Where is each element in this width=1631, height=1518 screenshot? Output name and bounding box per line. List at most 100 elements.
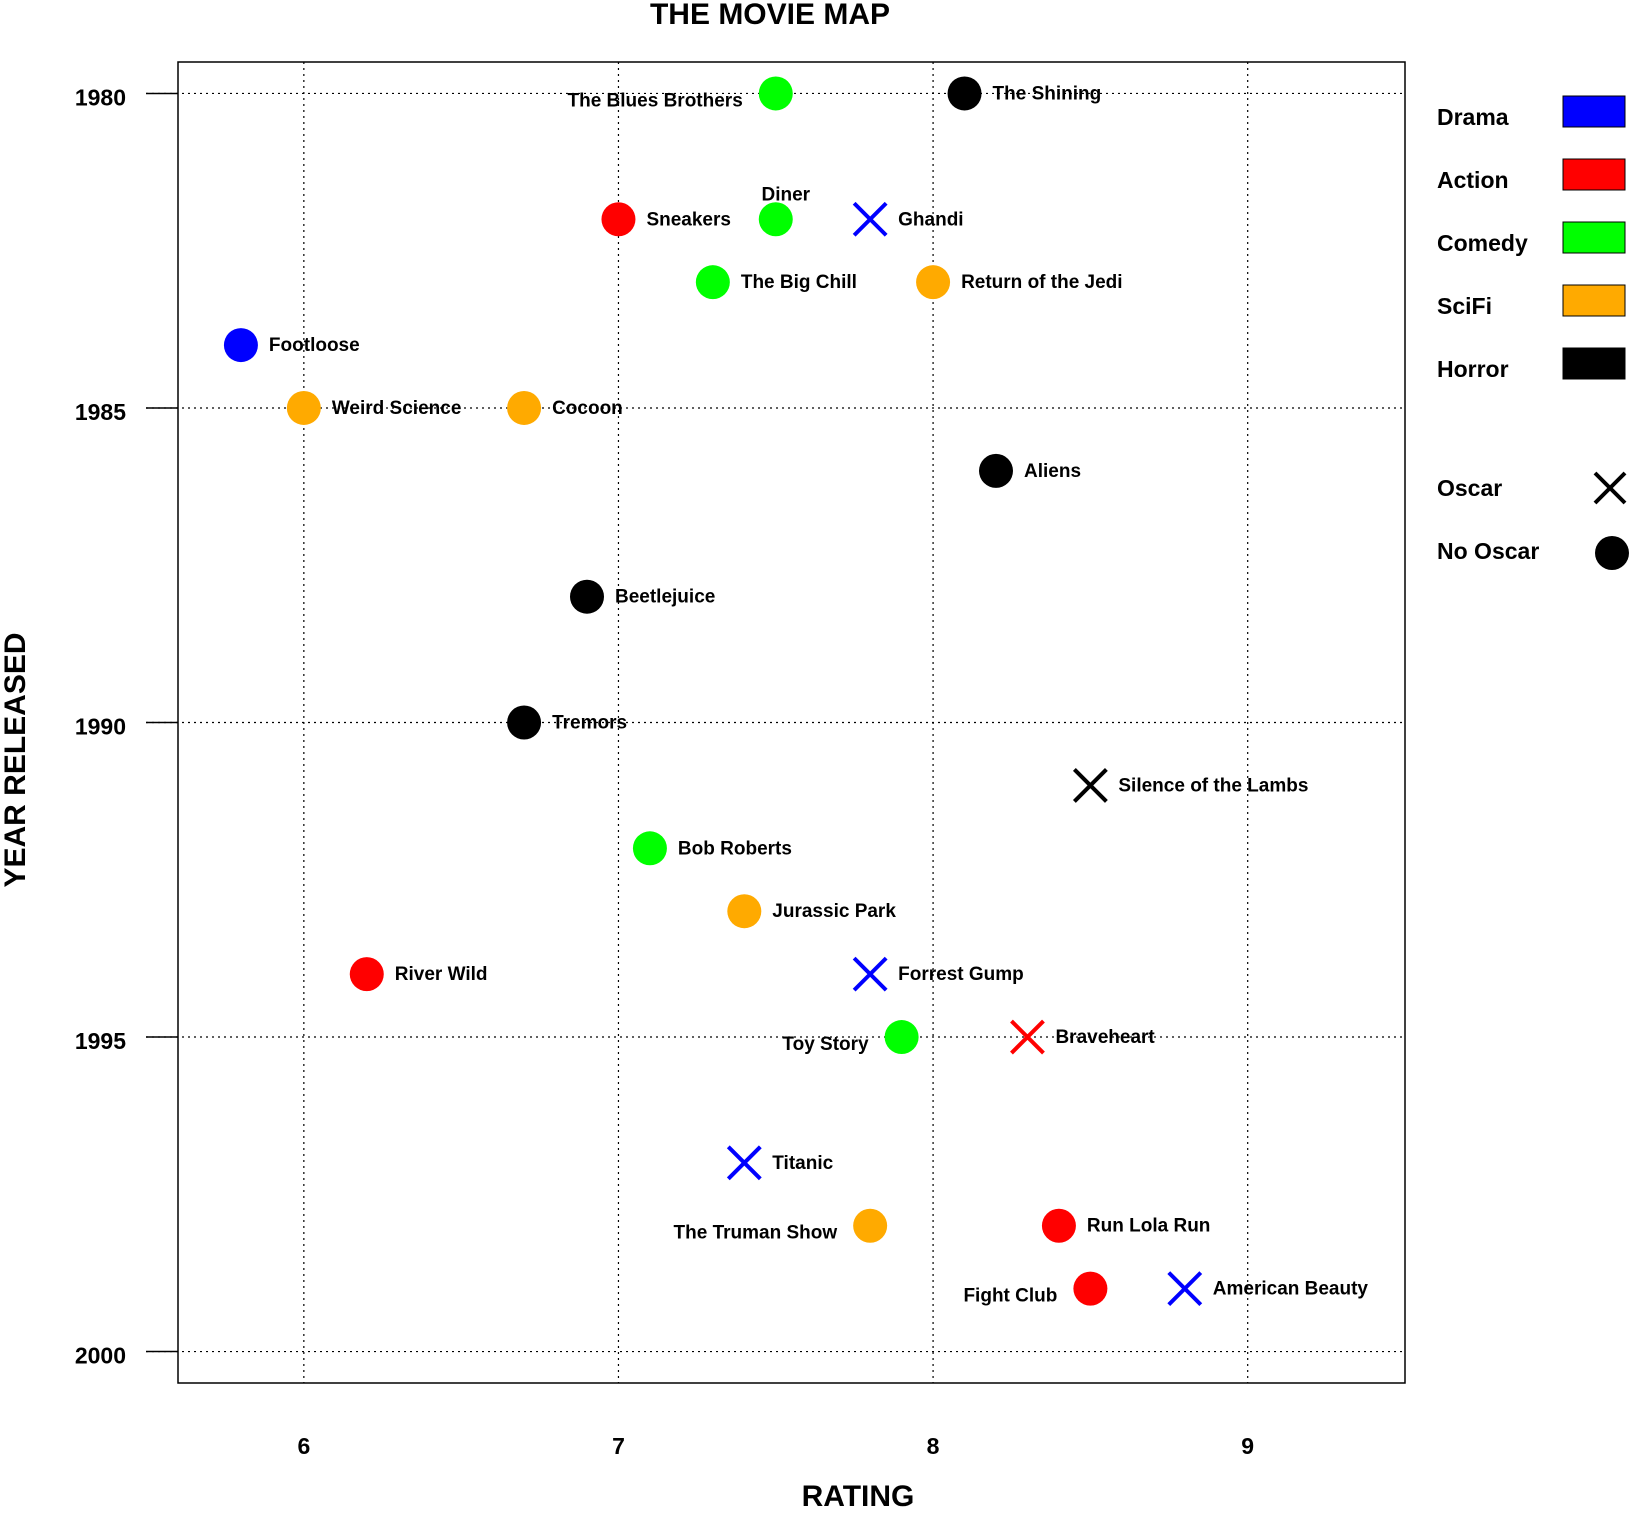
- chart-title: THE MOVIE MAP: [650, 0, 890, 31]
- point-marker: [758, 202, 793, 237]
- legend-label-oscar: Oscar: [1437, 475, 1502, 501]
- point-label: River Wild: [395, 964, 488, 985]
- point-marker: [979, 453, 1013, 488]
- point-braveheart: Braveheart: [1010, 1019, 1155, 1055]
- point-toy-story: Toy Story: [782, 1020, 919, 1055]
- legend-label-drama: Drama: [1437, 104, 1509, 130]
- point-marker: [632, 831, 667, 866]
- point-ghandi: Ghandi: [852, 201, 964, 237]
- x-tick-label: 9: [1241, 1433, 1254, 1459]
- point-marker: [349, 957, 384, 992]
- point-marker: [916, 265, 951, 300]
- point-label: Sneakers: [646, 209, 731, 230]
- legend-swatch-action: [1562, 158, 1626, 191]
- point-label: Ghandi: [898, 209, 963, 230]
- point-weird-science: Weird Science: [286, 390, 462, 425]
- point-marker: [727, 894, 762, 929]
- legend-swatch-comedy: [1562, 221, 1626, 254]
- point-label: American Beauty: [1213, 1279, 1369, 1300]
- legend-label-horror: Horror: [1437, 356, 1509, 382]
- legend-label-comedy: Comedy: [1437, 230, 1528, 256]
- x-tick-label: 7: [612, 1433, 625, 1459]
- point-label: The Big Chill: [741, 272, 857, 293]
- point-label: Toy Story: [782, 1034, 869, 1055]
- point-label: Bob Roberts: [678, 838, 792, 859]
- point-the-shining: The Shining: [947, 76, 1102, 111]
- point-label: Beetlejuice: [615, 587, 715, 608]
- point-forrest-gump: Forrest Gump: [852, 956, 1024, 992]
- y-axis-label: YEAR RELEASED: [0, 632, 32, 887]
- point-fight-club: Fight Club: [963, 1271, 1108, 1307]
- x-tick-label: 6: [297, 1433, 310, 1459]
- axes: 6 7 8 9 1980 1985 1990 1995 2000: [75, 84, 1254, 1459]
- y-tick-label: 2000: [75, 1343, 126, 1369]
- point-label: Diner: [761, 184, 810, 205]
- point-label: Silence of the Lambs: [1118, 775, 1308, 796]
- point-marker: [884, 1020, 919, 1055]
- legend: Drama Action Comedy SciFi Horror Oscar No Osca…: [1437, 95, 1629, 570]
- point-jurassic-park: Jurassic Park: [727, 894, 896, 929]
- point-label: Jurassic Park: [772, 901, 896, 922]
- point-silence-of-the-lambs: Silence of the Lambs: [1072, 767, 1308, 803]
- point-label: Fight Club: [963, 1286, 1057, 1307]
- point-label: Forrest Gump: [898, 964, 1024, 985]
- y-tick-label: 1995: [75, 1028, 126, 1054]
- point-marker: [758, 76, 793, 111]
- point-label: Return of the Jedi: [961, 272, 1123, 293]
- point-bob-roberts: Bob Roberts: [632, 831, 792, 866]
- oscar-marker: [1167, 1271, 1203, 1307]
- point-marker: [601, 202, 636, 237]
- point-label: The Blues Brothers: [568, 90, 743, 111]
- cross-stroke: [1072, 767, 1108, 803]
- point-label: Weird Science: [332, 398, 462, 419]
- point-cocoon: Cocoon: [507, 390, 623, 425]
- cross-stroke: [1593, 471, 1627, 505]
- point-marker: [1073, 1271, 1108, 1306]
- point-river-wild: River Wild: [349, 957, 488, 992]
- oscar-marker: [852, 956, 888, 992]
- point-marker: [947, 76, 982, 111]
- oscar-marker: [726, 1145, 762, 1181]
- point-beetlejuice: Beetlejuice: [570, 579, 715, 614]
- point-marker: [695, 265, 730, 300]
- point-label: Tremors: [552, 713, 627, 734]
- legend-swatch-horror: [1562, 347, 1626, 380]
- point-marker: [570, 579, 604, 614]
- oscar-marker: [1010, 1019, 1045, 1055]
- cross-stroke: [852, 956, 888, 992]
- point-sneakers: Sneakers: [601, 202, 731, 237]
- point-label: Aliens: [1024, 461, 1081, 482]
- data-points: The Blues Brothers The Shining Sneakers Din…: [223, 76, 1369, 1307]
- point-marker: [507, 705, 542, 740]
- cross-stroke: [726, 1145, 762, 1181]
- point-return-of-the-jedi: Return of the Jedi: [916, 265, 1123, 300]
- point-the-truman-show: The Truman Show: [674, 1208, 888, 1244]
- point-label: Titanic: [772, 1153, 833, 1174]
- point-american-beauty: American Beauty: [1167, 1271, 1369, 1307]
- point-the-big-chill: The Big Chill: [695, 265, 857, 300]
- point-marker: [1041, 1208, 1076, 1243]
- point-label: The Shining: [993, 83, 1102, 104]
- point-marker: [223, 328, 258, 363]
- legend-swatch-scifi: [1562, 284, 1626, 317]
- oscar-marker: [852, 201, 888, 237]
- legend-label-no-oscar: No Oscar: [1437, 538, 1539, 564]
- cross-stroke: [1167, 1271, 1203, 1307]
- legend-marker-oscar: [1593, 471, 1627, 505]
- legend-label-action: Action: [1437, 167, 1509, 193]
- cross-stroke: [1010, 1019, 1045, 1055]
- point-marker: [853, 1208, 888, 1243]
- point-aliens: Aliens: [979, 453, 1081, 488]
- legend-marker-no-oscar: [1595, 536, 1629, 570]
- point-diner: Diner: [758, 184, 811, 237]
- x-tick-label: 8: [927, 1433, 940, 1459]
- point-marker: [507, 390, 542, 425]
- point-tremors: Tremors: [507, 705, 627, 740]
- point-label: The Truman Show: [674, 1223, 838, 1244]
- oscar-marker: [1072, 767, 1108, 803]
- point-label: Cocoon: [552, 398, 623, 419]
- y-tick-label: 1980: [75, 84, 126, 110]
- y-tick-label: 1985: [75, 399, 126, 425]
- y-tick-label: 1990: [75, 714, 126, 740]
